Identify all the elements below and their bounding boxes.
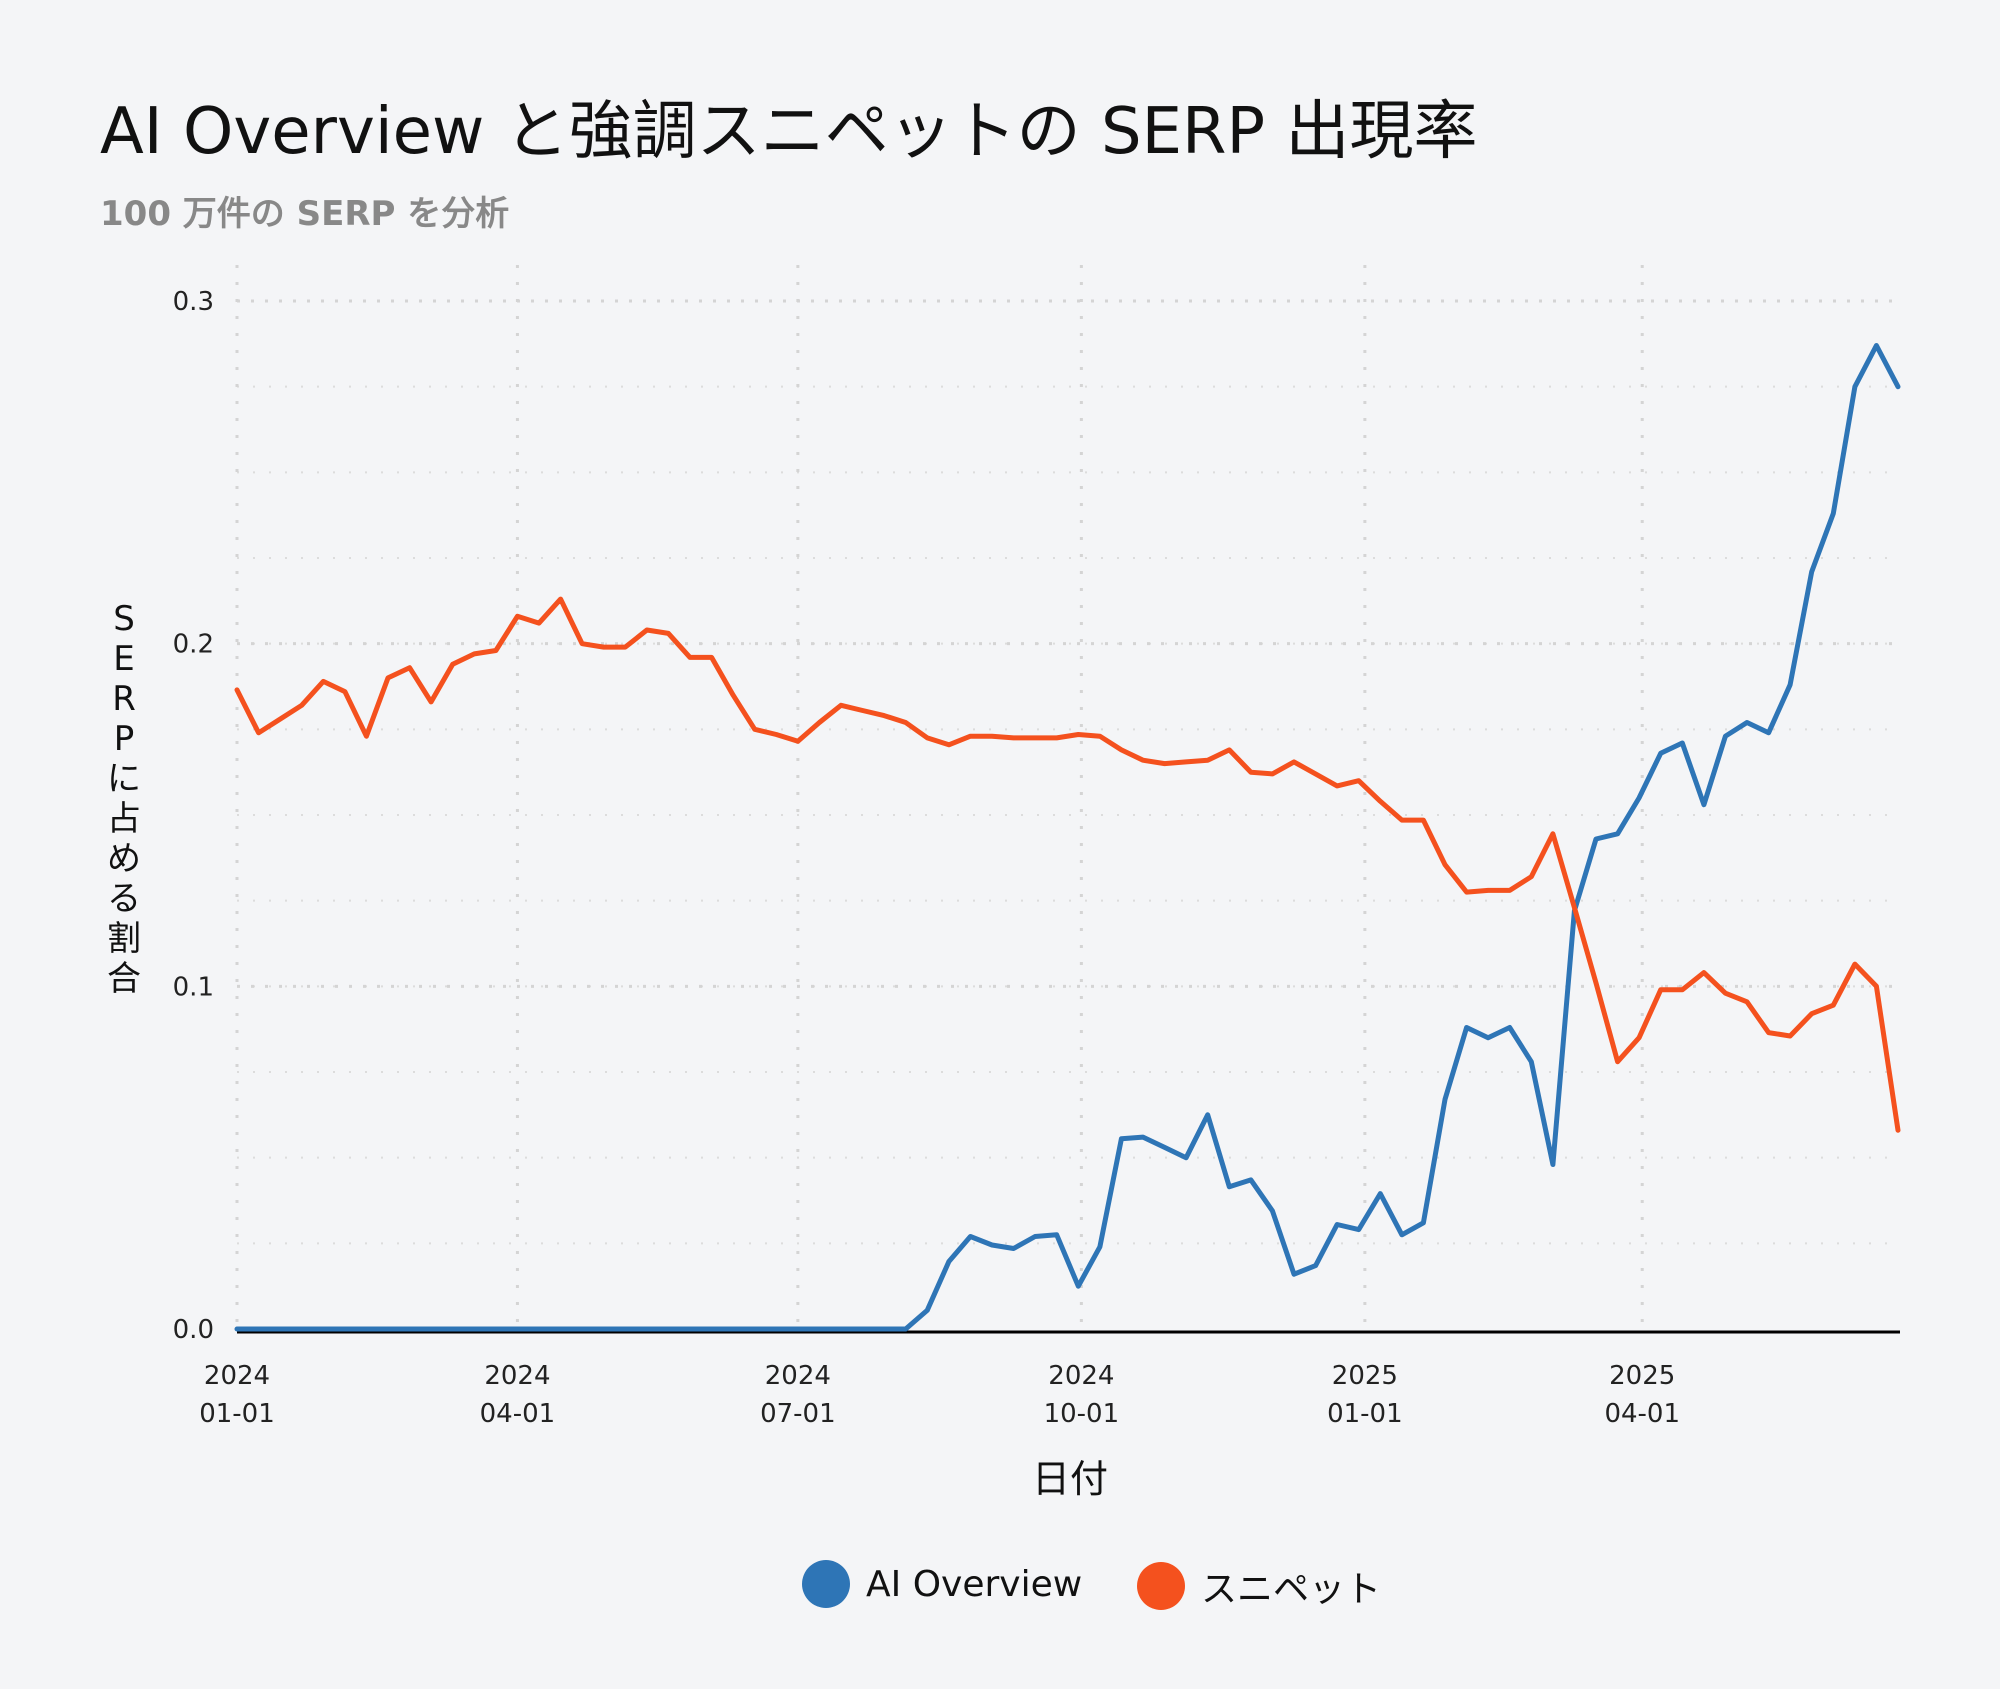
series-line-snippet xyxy=(234,596,1901,1133)
y-tick-label: 0.1 xyxy=(173,972,214,1002)
series-line-ai-overview xyxy=(234,343,1901,1332)
legend-item-ai-overview: AI Overview xyxy=(802,1560,1082,1608)
x-tick-label-date: 07-01 xyxy=(760,1399,836,1429)
x-tick-label-year: 2025 xyxy=(1332,1361,1398,1391)
x-tick-label-year: 2024 xyxy=(484,1361,550,1391)
x-tick-label-date: 04-01 xyxy=(1604,1399,1680,1429)
y-tick-label: 0.2 xyxy=(173,630,214,660)
x-axis-label: 日付 xyxy=(1032,1457,1108,1501)
x-tick-label-date: 04-01 xyxy=(480,1399,556,1429)
y-tick-label: 0.3 xyxy=(173,287,214,317)
x-tick-label-year: 2024 xyxy=(765,1361,831,1391)
chart-title: AI Overview と強調スニペットの SERP 出現率 xyxy=(100,95,1478,169)
x-tick-label-year: 2024 xyxy=(204,1361,270,1391)
x-tick-label-date: 01-01 xyxy=(199,1399,275,1429)
x-tick-label-date: 10-01 xyxy=(1044,1399,1120,1429)
x-tick-label-year: 2025 xyxy=(1609,1361,1675,1391)
y-axis-ticks: 0.0 0.1 0.2 0.3 xyxy=(173,287,214,1345)
chart-subtitle: 100 万件の SERP を分析 xyxy=(100,194,510,234)
series-lines xyxy=(234,343,1901,1332)
legend-item-snippet: スニペット xyxy=(1137,1560,1381,1612)
x-tick-label-date: 01-01 xyxy=(1327,1399,1403,1429)
y-axis-label: S E R P に占める割合 xyxy=(107,599,141,999)
x-tick-label-year: 2024 xyxy=(1048,1361,1114,1391)
legend-marker-icon xyxy=(802,1560,850,1608)
y-tick-label: 0.0 xyxy=(173,1315,214,1345)
legend-label: スニペット xyxy=(1201,1569,1382,1610)
legend-label: AI Overview xyxy=(866,1563,1083,1605)
gridlines xyxy=(235,265,1900,1329)
legend-marker-icon xyxy=(1137,1562,1185,1610)
x-axis-ticks: 2024 01-01 2024 04-01 2024 07-01 2024 10-01 2025… xyxy=(199,1361,1680,1429)
